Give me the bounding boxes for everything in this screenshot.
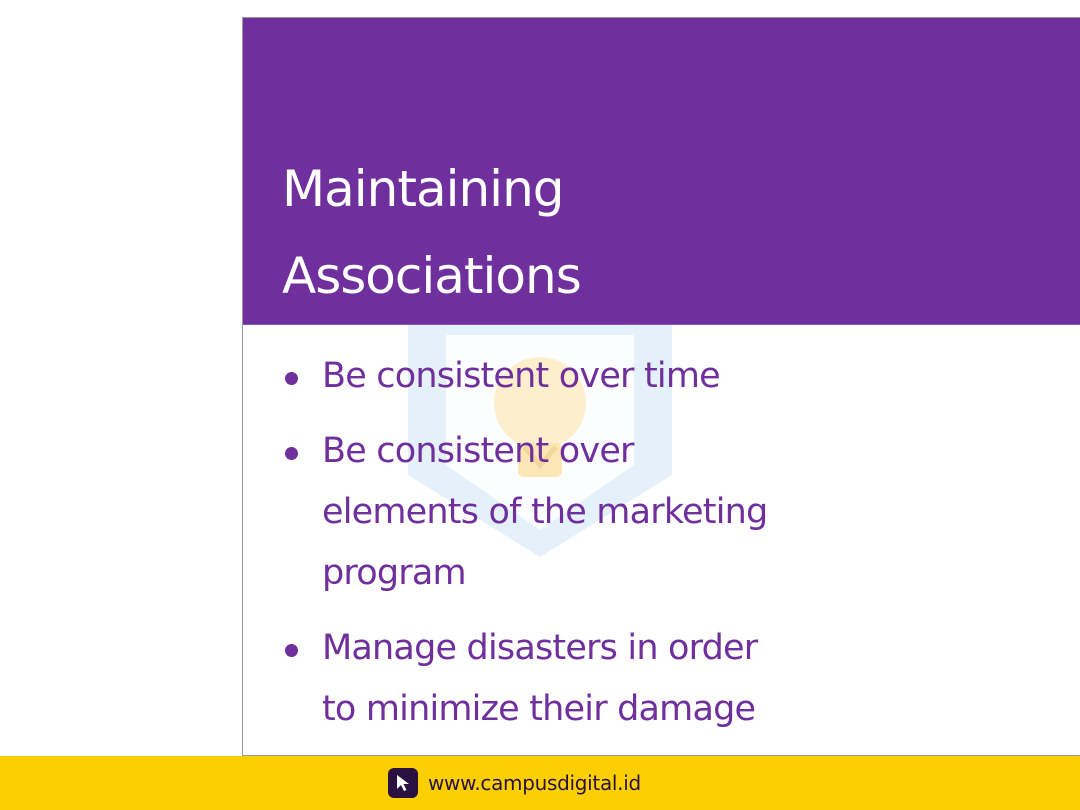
bullet-item: Be consistent over elements of the marke… xyxy=(281,421,841,604)
bullet-line: elements of the marketing xyxy=(322,492,768,532)
bullet-item: Manage disasters in order to minimize th… xyxy=(281,618,841,740)
bullet-line: to minimize their damage xyxy=(322,689,756,729)
bullet-dot xyxy=(285,644,298,657)
bullet-line: Be consistent over xyxy=(322,431,634,471)
slide-title-line-2: Associations xyxy=(282,247,582,305)
cursor-icon xyxy=(388,768,418,798)
shield-bulb-watermark-icon xyxy=(408,325,672,557)
bullet-item: Be consistent over time xyxy=(281,346,841,407)
slide-title: Maintaining Associations xyxy=(282,146,882,320)
bullet-list: Be consistent over time Be consistent ov… xyxy=(281,346,841,754)
bullet-line: Be consistent over time xyxy=(322,356,721,396)
footer-url-link[interactable]: www.campusdigital.id xyxy=(428,771,641,795)
footer-bar: www.campusdigital.id xyxy=(0,756,1080,810)
bullet-line: Manage disasters in order xyxy=(322,628,758,668)
slide-title-line-1: Maintaining xyxy=(282,160,565,218)
bullet-dot xyxy=(285,447,298,460)
bullet-line: program xyxy=(322,553,467,593)
title-band: Maintaining Associations xyxy=(243,18,1080,325)
bullet-dot xyxy=(285,372,298,385)
footer-brand[interactable]: www.campusdigital.id xyxy=(388,767,641,799)
slide: Maintaining Associations Be consistent ov… xyxy=(242,17,1080,756)
